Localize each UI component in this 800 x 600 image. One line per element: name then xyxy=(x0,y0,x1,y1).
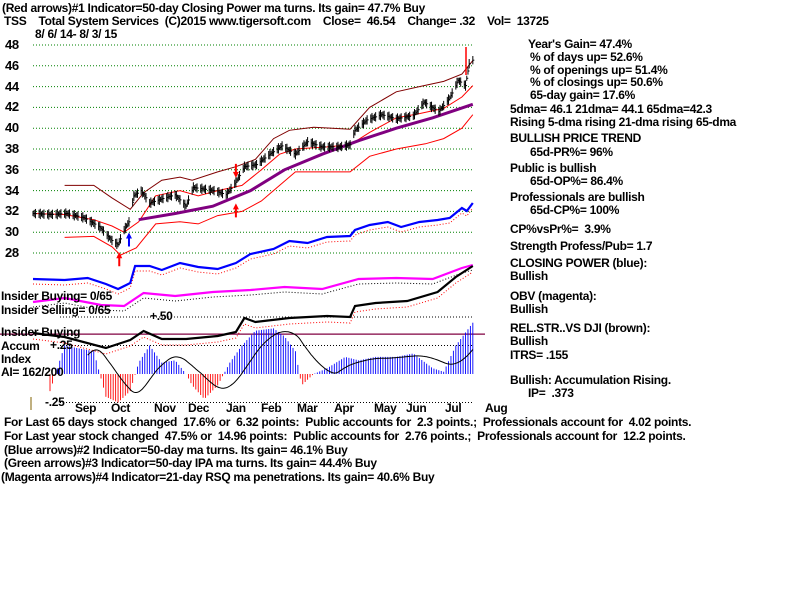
close-value: Close= 46.54 xyxy=(322,14,396,28)
x-tick-label: Jul xyxy=(445,401,462,415)
x-tick-label: Oct xyxy=(111,401,131,415)
y-tick-label: 44 xyxy=(5,78,19,94)
accum-label: Accum xyxy=(1,339,40,353)
ip-value: IP= .373 xyxy=(528,386,574,400)
obv-line xyxy=(32,263,474,308)
closings-up: % of closings up= 50.6% xyxy=(530,75,663,89)
y-tick-label: 46 xyxy=(5,57,19,73)
closing-power-line xyxy=(32,202,474,291)
itrs-value: ITRS= .155 xyxy=(510,348,569,362)
op-pct: 65d-OP%= 86.4% xyxy=(530,174,623,188)
y-tick-label: 30 xyxy=(5,224,19,240)
accumulation-status: Bullish: Accumulation Rising. xyxy=(510,373,671,387)
ma21-line xyxy=(32,85,474,233)
gain-65: 65-day gain= 17.6% xyxy=(530,88,635,102)
professionals-status: Professionals are bullish xyxy=(510,190,645,204)
ai-ma-line xyxy=(87,331,474,393)
insider-buying-count: Insider Buying= 0/65 xyxy=(1,289,113,303)
y-tick-label: 32 xyxy=(5,203,19,219)
lower-band xyxy=(64,114,474,256)
days-up: % of days up= 52.6% xyxy=(530,50,643,64)
y-tick-label: 42 xyxy=(5,99,19,115)
pr-pct: 65d-PR%= 96% xyxy=(530,145,613,159)
header-row: TSS Total System Services (C)2015 www.ti… xyxy=(4,15,549,28)
x-tick-label: Jan xyxy=(226,401,246,415)
arrow-up-icon xyxy=(116,252,123,267)
x-tick-label: Sep xyxy=(75,401,97,415)
rel-str-line xyxy=(32,265,474,350)
footer-magenta-arrows: (Magenta arrows)#4 Indicator=21-day RSQ … xyxy=(1,470,435,484)
rel-str-ma xyxy=(32,271,474,355)
x-tick-label: Dec xyxy=(188,401,210,415)
x-tick-label: Nov xyxy=(154,401,176,415)
rel-str-title: REL.STR..VS DJI (brown): xyxy=(510,321,651,335)
ai-value: AI= 162/200 xyxy=(1,365,64,379)
public-status: Public is bullish xyxy=(510,161,597,175)
x-tick-label: Jun xyxy=(406,401,427,415)
x-tick-label: Aug xyxy=(485,401,508,415)
footer-green-arrows: (Green arrows)#3 Indicator=50-day IPA ma… xyxy=(4,456,377,470)
obv-title: OBV (magenta): xyxy=(510,289,597,303)
index-label: Index xyxy=(1,352,31,366)
dma-values: 5dma= 46.1 21dma= 44.1 65dma=42.3 xyxy=(510,102,712,116)
footer-year: For Last year stock changed 47.5% or 14.… xyxy=(4,429,686,443)
ticker: TSS xyxy=(4,14,27,28)
closing-power-status: Bullish xyxy=(510,269,548,283)
obv-status: Bullish xyxy=(510,302,548,316)
arrow-down-icon xyxy=(232,163,239,178)
cp-pct: 65d-CP%= 100% xyxy=(530,203,620,217)
obv-ma xyxy=(32,269,473,312)
openings-up: % of openings up= 51.4% xyxy=(530,63,668,77)
upper-band xyxy=(64,60,474,210)
indicator-1-title: (Red arrows)#1 Indicator=50-day Closing … xyxy=(2,1,425,15)
ai-tick-neg025: -.25 xyxy=(45,395,65,409)
company-name: Total System Services (C)2015 www.tigers… xyxy=(38,14,311,28)
y-tick-label: 36 xyxy=(5,161,19,177)
y-tick-label: 38 xyxy=(5,141,19,156)
insider-buying-label: Insider Buying xyxy=(1,325,81,339)
closing-power-title: CLOSING POWER (blue): xyxy=(510,256,648,270)
closing-power-ma xyxy=(32,207,474,295)
price-trend: BULLISH PRICE TREND xyxy=(510,131,641,145)
volume-value: Vol= 13725 xyxy=(487,14,549,28)
dma-rising: Rising 5-dma rising 21-dma rising 65-dma xyxy=(510,115,737,129)
x-tick-label: May xyxy=(374,401,397,415)
cp-vs-pr: CP%vsPr%= 3.9% xyxy=(510,222,611,236)
x-tick-label: Feb xyxy=(261,401,282,415)
x-tick-label: Mar xyxy=(297,401,318,415)
ai-tick-050: +.50 xyxy=(150,309,173,323)
rel-str-status: Bullish xyxy=(510,334,548,348)
change-value: Change= .32 xyxy=(407,14,476,28)
arrow-up-icon xyxy=(125,232,132,247)
date-range: 8/ 6/ 14- 8/ 3/ 15 xyxy=(35,27,117,41)
footer-65day: For Last 65 days stock changed 17.6% or … xyxy=(4,415,692,429)
insider-selling-count: Insider Selling= 0/65 xyxy=(1,303,111,317)
y-tick-label: 48 xyxy=(5,37,19,52)
ai-tick-025: +.25 xyxy=(50,338,73,352)
y-tick-label: 28 xyxy=(5,245,19,260)
years-gain: Year's Gain= 47.4% xyxy=(528,37,632,51)
arrow-up-icon xyxy=(232,203,239,218)
x-tick-label: Apr xyxy=(334,401,354,415)
strength-ratio: Strength Profess/Pub= 1.7 xyxy=(510,239,653,253)
ma65-line xyxy=(138,102,474,222)
y-tick-label: 34 xyxy=(5,182,19,198)
y-tick-label: 40 xyxy=(5,120,19,136)
footer-blue-arrows: (Blue arrows)#2 Indicator=50-day ma turn… xyxy=(4,443,348,457)
